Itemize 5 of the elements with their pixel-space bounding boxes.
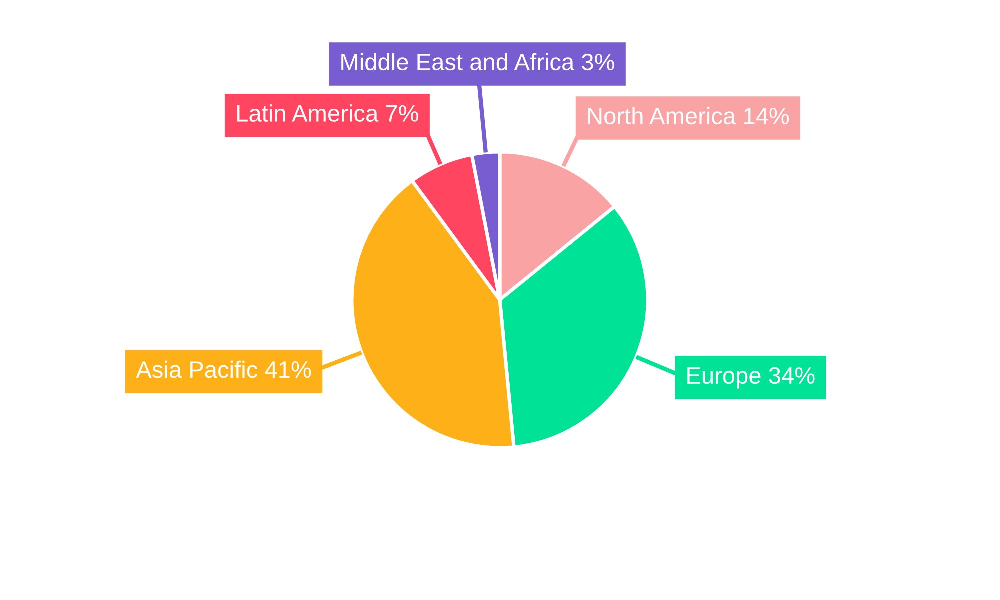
slice-label: Asia Pacific 41% bbox=[136, 360, 312, 378]
slice-label: Latin America 7% bbox=[238, 104, 418, 122]
slice-label: Europe 34% bbox=[688, 367, 815, 389]
slice-label: Middle East and Africa 3% bbox=[342, 53, 614, 71]
slice-label: North America 14% bbox=[588, 107, 790, 125]
